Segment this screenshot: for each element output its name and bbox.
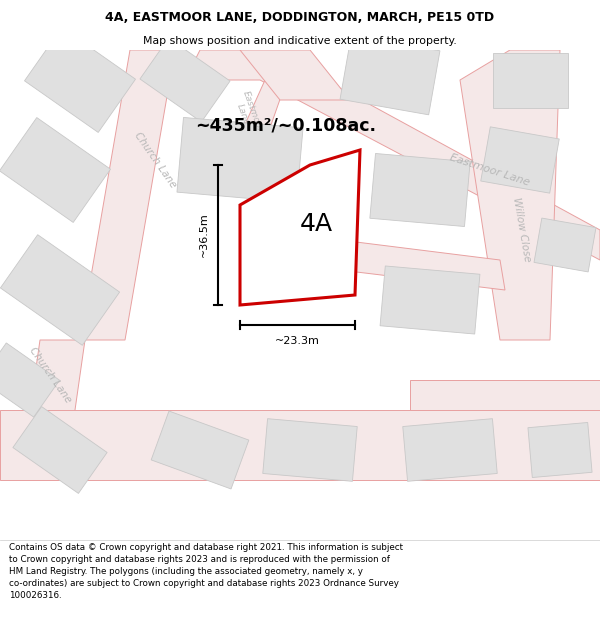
Polygon shape [0,118,110,222]
Text: Eastmoor Lane: Eastmoor Lane [449,152,531,188]
Polygon shape [177,118,303,202]
Text: Eastmoor
Lane: Eastmoor Lane [232,89,265,136]
Text: 4A, EASTMOOR LANE, DODDINGTON, MARCH, PE15 0TD: 4A, EASTMOOR LANE, DODDINGTON, MARCH, PE… [106,11,494,24]
Polygon shape [493,52,568,107]
Text: ~23.3m: ~23.3m [275,336,320,346]
Text: ~36.5m: ~36.5m [199,213,209,258]
Polygon shape [220,80,285,185]
Polygon shape [140,38,230,122]
Polygon shape [340,240,505,290]
Polygon shape [240,50,350,100]
Polygon shape [534,218,596,272]
Polygon shape [80,50,175,340]
Polygon shape [151,411,249,489]
Text: Map shows position and indicative extent of the property.: Map shows position and indicative extent… [143,36,457,46]
Polygon shape [370,154,470,226]
Text: Church Lane: Church Lane [27,345,73,405]
Polygon shape [528,422,592,478]
Polygon shape [403,419,497,481]
Polygon shape [263,419,357,481]
Polygon shape [240,150,360,305]
Polygon shape [380,266,480,334]
Polygon shape [185,50,600,260]
Text: ~435m²/~0.108ac.: ~435m²/~0.108ac. [195,116,376,134]
Polygon shape [1,235,119,345]
Polygon shape [0,343,59,417]
Polygon shape [25,28,136,132]
Polygon shape [13,407,107,493]
Polygon shape [0,410,600,480]
Text: 4A: 4A [299,212,332,236]
Polygon shape [410,380,600,410]
Text: Willow Close: Willow Close [511,197,533,263]
Text: Church Lane: Church Lane [132,130,178,190]
Polygon shape [20,340,85,480]
Polygon shape [481,127,559,193]
Text: Contains OS data © Crown copyright and database right 2021. This information is : Contains OS data © Crown copyright and d… [9,543,403,599]
Polygon shape [340,35,440,115]
Polygon shape [460,50,560,340]
